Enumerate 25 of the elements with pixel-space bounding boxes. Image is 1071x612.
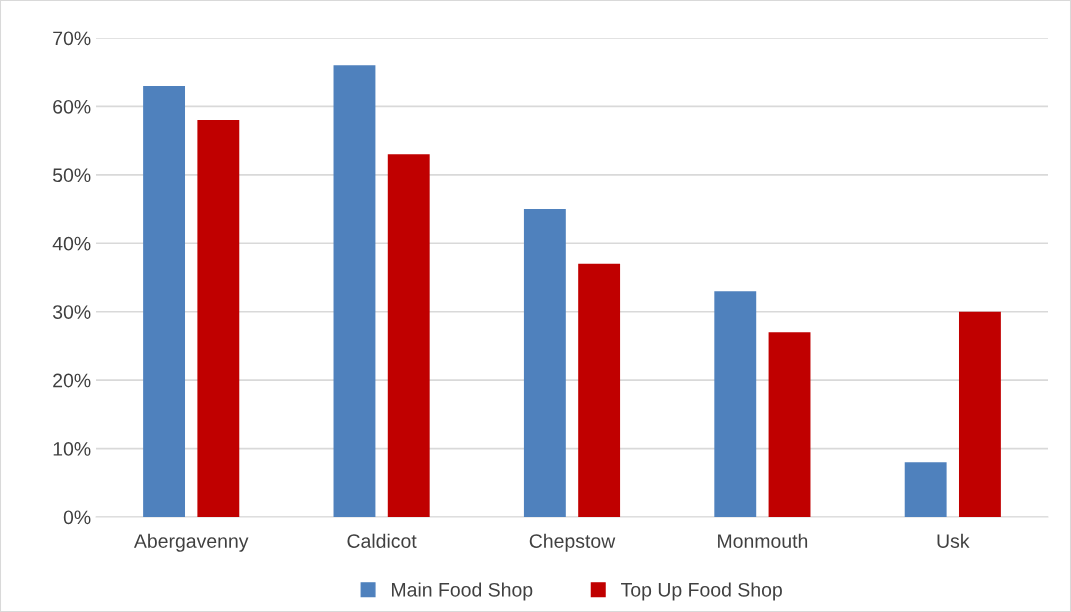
bar [904, 462, 947, 517]
bar [958, 311, 1001, 517]
legend-label: Top Up Food Shop [621, 582, 782, 601]
y-tick-label: 20% [53, 373, 91, 388]
bar [578, 263, 621, 517]
x-tick-label: Monmouth [718, 533, 808, 548]
bar [714, 291, 757, 517]
x-tick-label: Usk [937, 533, 970, 548]
y-tick-label: 30% [52, 305, 91, 319]
y-tick-label: 40% [52, 236, 91, 251]
bar [768, 332, 811, 517]
x-tick-label: Caldicot [347, 533, 417, 548]
bar [523, 209, 566, 517]
y-tick-label: 70% [53, 31, 91, 46]
x-tick-label: Chepstow [529, 533, 616, 552]
bar [143, 85, 186, 517]
y-tick-label: 0% [63, 510, 91, 525]
legend-label: Main Food Shop [392, 582, 533, 601]
y-tick-label: 50% [53, 168, 91, 183]
bar [387, 154, 430, 517]
y-tick-label: 60% [53, 99, 91, 114]
bar [333, 65, 376, 517]
x-tick-label: Abergavenny [133, 533, 249, 552]
bar [197, 120, 240, 517]
y-tick-label: 10% [53, 442, 91, 456]
